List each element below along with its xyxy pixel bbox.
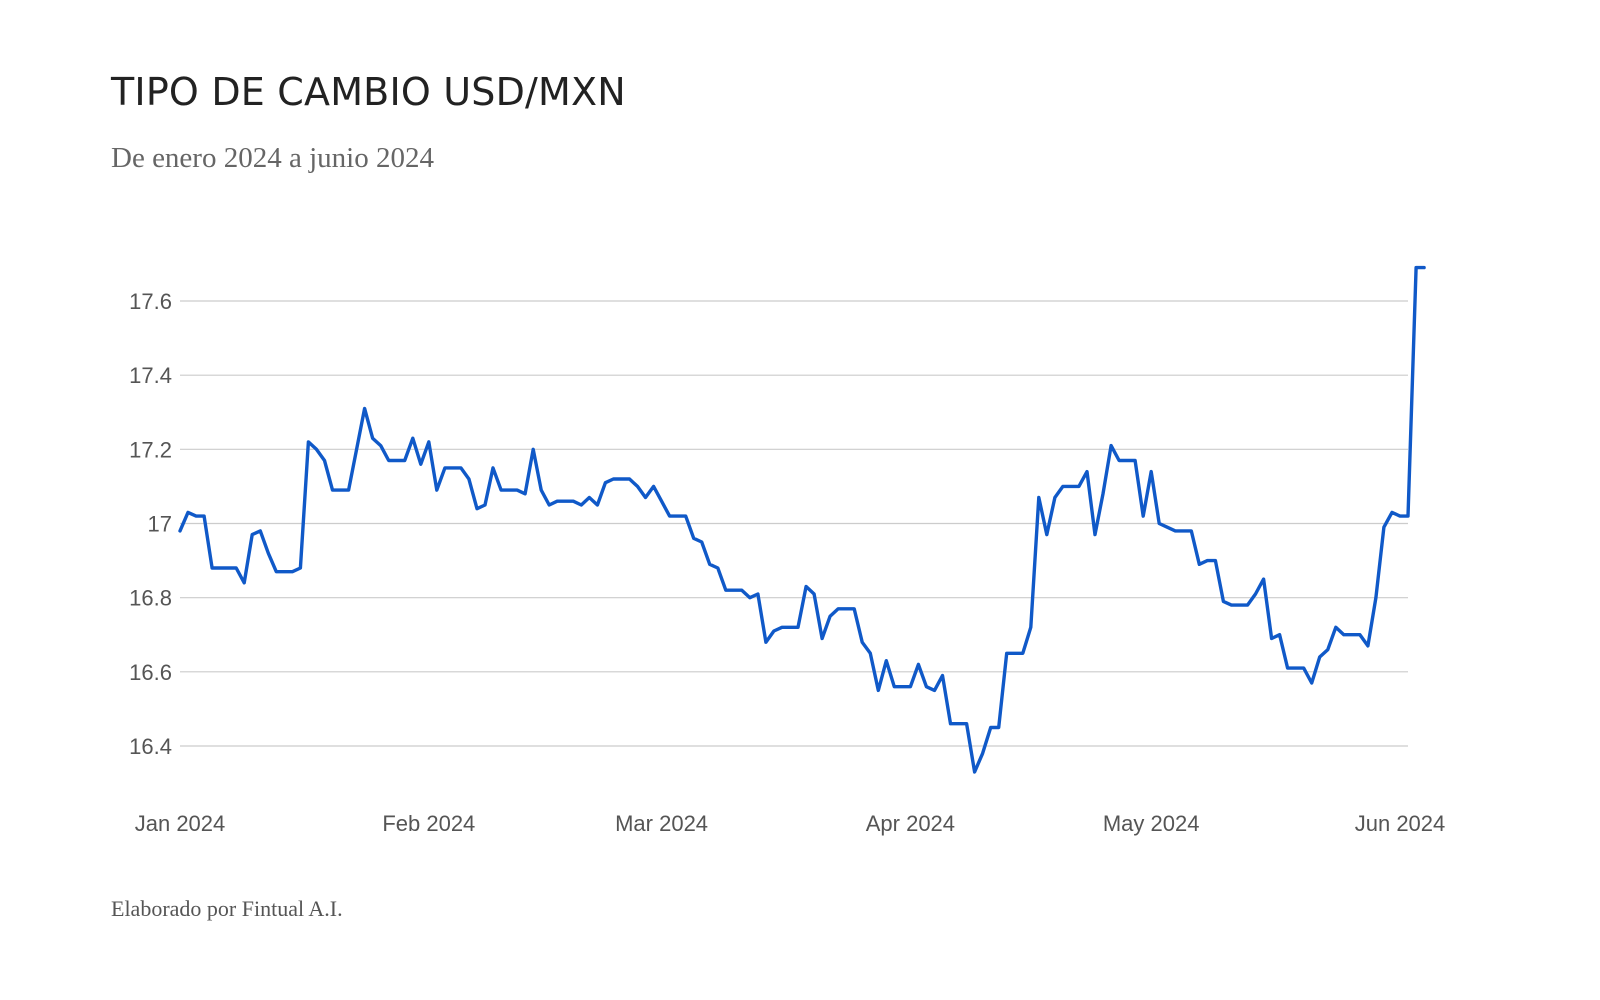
x-tick-label: Mar 2024 [615,811,708,836]
chart-credit: Elaborado por Fintual A.I. [111,896,343,921]
y-tick-label: 17.4 [129,363,172,388]
y-tick-label: 16.6 [129,660,172,685]
series-line [178,265,1426,774]
x-tick-label: Jun 2024 [1355,811,1446,836]
y-tick-label: 17.2 [129,437,172,462]
x-tick-label: May 2024 [1103,811,1200,836]
chart-subtitle: De enero 2024 a junio 2024 [111,142,434,174]
y-tick-label: 16.8 [129,586,172,611]
x-tick-label: Apr 2024 [866,811,955,836]
y-tick-label: 17 [148,512,172,537]
y-gridlines [180,300,1408,747]
x-axis-ticks: Jan 2024 Feb 2024 Mar 2024 Apr 2024 May 2024… [135,811,1446,836]
y-tick-label: 16.4 [129,734,172,759]
chart-title: TIPO DE CAMBIO USD/MXN [111,70,626,114]
x-tick-label: Jan 2024 [135,811,226,836]
series-group [178,265,1426,774]
y-tick-label: 17.6 [129,289,172,314]
x-tick-label: Feb 2024 [382,811,475,836]
y-axis-ticks: 16.4 16.6 16.8 17 17.2 17.4 17.6 [129,289,172,759]
